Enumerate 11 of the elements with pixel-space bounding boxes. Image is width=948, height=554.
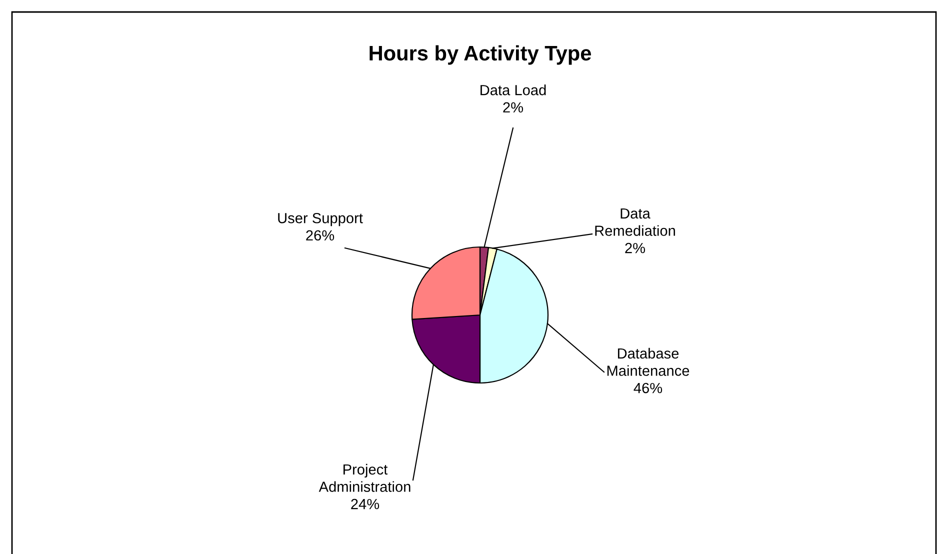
data-label: 46% bbox=[634, 382, 662, 394]
slice-label: Data Remediation bbox=[595, 208, 675, 236]
data-label: 26% bbox=[306, 230, 334, 241]
data-label: 2% bbox=[503, 102, 524, 113]
slice-label: Project Administration bbox=[318, 464, 410, 492]
chart-title: Hours by Activity Type bbox=[370, 45, 592, 65]
data-label: 2% bbox=[625, 242, 646, 254]
data-label: 24% bbox=[351, 498, 380, 510]
slice-label: Database Maintenance bbox=[607, 348, 690, 376]
slice-label: User Support bbox=[278, 212, 363, 226]
slice-label: Data Load bbox=[480, 84, 546, 96]
